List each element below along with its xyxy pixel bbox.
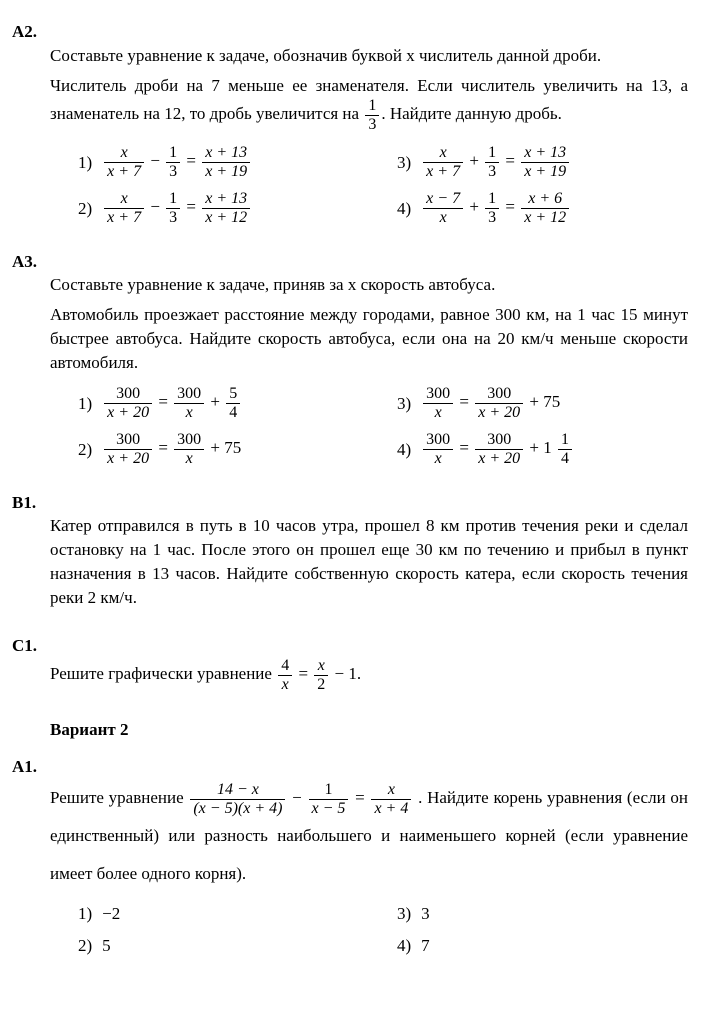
option-2: 2) 300x + 20 = 300x + 75 bbox=[50, 427, 369, 473]
problem-a3: А3. Составьте уравнение к задаче, приняв… bbox=[50, 250, 688, 473]
text: Составьте уравнение к задаче, обозначив … bbox=[50, 46, 601, 65]
option-4: 4) 300x = 300x + 20 + 1 14 bbox=[369, 427, 688, 473]
problem-statement: Числитель дроби на 7 меньше ее знаменате… bbox=[50, 74, 688, 134]
equation: xx + 7 − 13 = x + 13x + 19 bbox=[102, 144, 252, 180]
problem-body: Решите уравнение 14 − x(x − 5)(x + 4) − … bbox=[50, 779, 688, 962]
equation: 300x = 300x + 20 + 1 14 bbox=[421, 431, 574, 467]
option-4: 4) 7 bbox=[369, 930, 688, 962]
options: 1) xx + 7 − 13 = x + 13x + 19 3) xx + 7 … bbox=[50, 140, 688, 232]
problem-label: А1. bbox=[12, 755, 46, 779]
option-number: 4) bbox=[397, 438, 411, 462]
option-number: 3) bbox=[397, 392, 411, 416]
option-2: 2) xx + 7 − 13 = x + 13x + 12 bbox=[50, 186, 369, 232]
equation: x − 7x + 13 = x + 6x + 12 bbox=[421, 190, 571, 226]
option-3: 3) 3 bbox=[369, 898, 688, 930]
option-number: 2) bbox=[78, 197, 92, 221]
denominator: 3 bbox=[365, 116, 379, 134]
option-1: 1) xx + 7 − 13 = x + 13x + 19 bbox=[50, 140, 369, 186]
equation: 14 − x(x − 5)(x + 4) − 1x − 5 = xx + 4 bbox=[188, 788, 418, 807]
option-number: 4) bbox=[397, 934, 411, 958]
option-value: 7 bbox=[421, 934, 430, 958]
option-number: 4) bbox=[397, 197, 411, 221]
option-value: −2 bbox=[102, 902, 120, 926]
equation: 4x = x2 − 1. bbox=[276, 664, 361, 683]
option-number: 2) bbox=[78, 438, 92, 462]
problem-label: В1. bbox=[12, 491, 46, 515]
variant-heading: Вариант 2 bbox=[50, 718, 688, 742]
problem-label: А2. bbox=[12, 20, 46, 44]
option-number: 1) bbox=[78, 902, 92, 926]
option-4: 4) x − 7x + 13 = x + 6x + 12 bbox=[369, 186, 688, 232]
equation: 300x = 300x + 20 + 75 bbox=[421, 385, 560, 421]
option-number: 1) bbox=[78, 151, 92, 175]
problem-intro: Составьте уравнение к задаче, обозначив … bbox=[50, 44, 688, 68]
problem-text: Решите уравнение 14 − x(x − 5)(x + 4) − … bbox=[50, 779, 688, 892]
problem-text: Решите графически уравнение 4x = x2 − 1. bbox=[50, 657, 688, 693]
text: Решите уравнение bbox=[50, 788, 188, 807]
problem-intro: Составьте уравнение к задаче, приняв за … bbox=[50, 273, 688, 297]
options: 1) −2 3) 3 2) 5 4) 7 bbox=[50, 898, 688, 962]
equation: 300x + 20 = 300x + 75 bbox=[102, 431, 241, 467]
option-number: 3) bbox=[397, 151, 411, 175]
option-1: 1) 300x + 20 = 300x + 54 bbox=[50, 381, 369, 427]
problem-a1: А1. Решите уравнение 14 − x(x − 5)(x + 4… bbox=[50, 755, 688, 961]
problem-body: Составьте уравнение к задаче, обозначив … bbox=[50, 44, 688, 232]
problem-a2: А2. Составьте уравнение к задаче, обозна… bbox=[50, 20, 688, 232]
text: Решите графически уравнение bbox=[50, 664, 276, 683]
option-value: 5 bbox=[102, 934, 111, 958]
text: . Найдите данную дробь. bbox=[381, 104, 562, 123]
problem-body: Катер отправился в путь в 10 часов утра,… bbox=[50, 514, 688, 615]
option-3: 3) xx + 7 + 13 = x + 13x + 19 bbox=[369, 140, 688, 186]
equation: xx + 7 + 13 = x + 13x + 19 bbox=[421, 144, 571, 180]
option-number: 1) bbox=[78, 392, 92, 416]
problem-body: Составьте уравнение к задаче, приняв за … bbox=[50, 273, 688, 472]
option-2: 2) 5 bbox=[50, 930, 369, 962]
problem-text: Катер отправился в путь в 10 часов утра,… bbox=[50, 514, 688, 609]
problem-statement: Автомобиль проезжает расстояние между го… bbox=[50, 303, 688, 374]
text: . Найдите bbox=[418, 788, 493, 807]
fraction: 13 bbox=[365, 97, 379, 133]
option-3: 3) 300x = 300x + 20 + 75 bbox=[369, 381, 688, 427]
numerator: 1 bbox=[365, 97, 379, 116]
option-number: 3) bbox=[397, 902, 411, 926]
problem-label: С1. bbox=[12, 634, 46, 658]
option-1: 1) −2 bbox=[50, 898, 369, 930]
option-value: 3 bbox=[421, 902, 430, 926]
problem-c1: С1. Решите графически уравнение 4x = x2 … bbox=[50, 634, 688, 700]
option-number: 2) bbox=[78, 934, 92, 958]
equation: 300x + 20 = 300x + 54 bbox=[102, 385, 242, 421]
problem-label: А3. bbox=[12, 250, 46, 274]
equation: xx + 7 − 13 = x + 13x + 12 bbox=[102, 190, 252, 226]
problem-body: Решите графически уравнение 4x = x2 − 1. bbox=[50, 657, 688, 699]
options: 1) 300x + 20 = 300x + 54 3) 300x = 300x … bbox=[50, 381, 688, 473]
problem-b1: В1. Катер отправился в путь в 10 часов у… bbox=[50, 491, 688, 616]
